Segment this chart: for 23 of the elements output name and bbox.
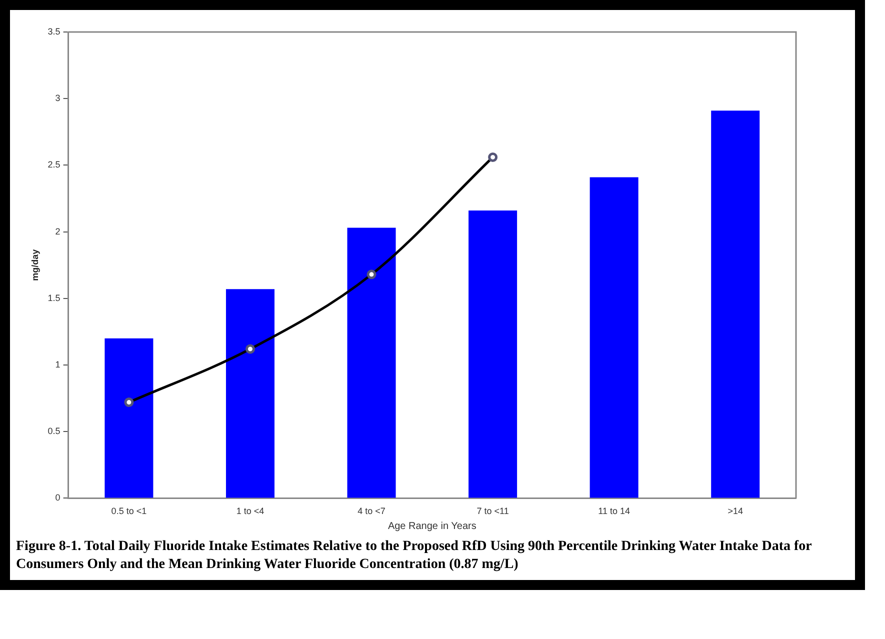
- bar: [226, 289, 274, 498]
- y-tick-label: 1: [55, 359, 60, 370]
- y-axis-title: mg/day: [30, 249, 40, 281]
- y-tick-label: 3.5: [48, 26, 60, 36]
- caption: Figure 8-1. Total Daily Fluoride Intake Estimates Relative to the Proposed RfD Using 90th Percentile Drinking Water Intake Data for Consumers Only and the Mean Drinking Water Fluoride Concentration (0.87 mg/L): [16, 538, 813, 574]
- y-tick-label: 0.5: [48, 426, 60, 436]
- bar: [711, 110, 760, 498]
- bar: [590, 177, 638, 498]
- bar: [104, 338, 154, 498]
- bar: [468, 210, 518, 498]
- x-tick-label: 7 to <11: [476, 506, 509, 516]
- x-tick-label: 0.5 to <1: [111, 506, 147, 516]
- x-tick-label: >14: [728, 506, 743, 516]
- x-axis-title: Age Range in Years: [388, 520, 476, 532]
- y-tick-label: 3: [55, 93, 60, 104]
- x-tick-label: 11 to 14: [598, 506, 630, 516]
- x-tick-label: 1 to <4: [236, 506, 264, 516]
- bar: [347, 228, 396, 498]
- y-tick-label: 2.5: [48, 160, 60, 170]
- y-tick-label: 2: [55, 226, 60, 236]
- x-tick-label: 4 to <7: [358, 506, 386, 516]
- y-tick-label: 0: [55, 492, 60, 503]
- y-tick-label: 1.5: [48, 292, 60, 303]
